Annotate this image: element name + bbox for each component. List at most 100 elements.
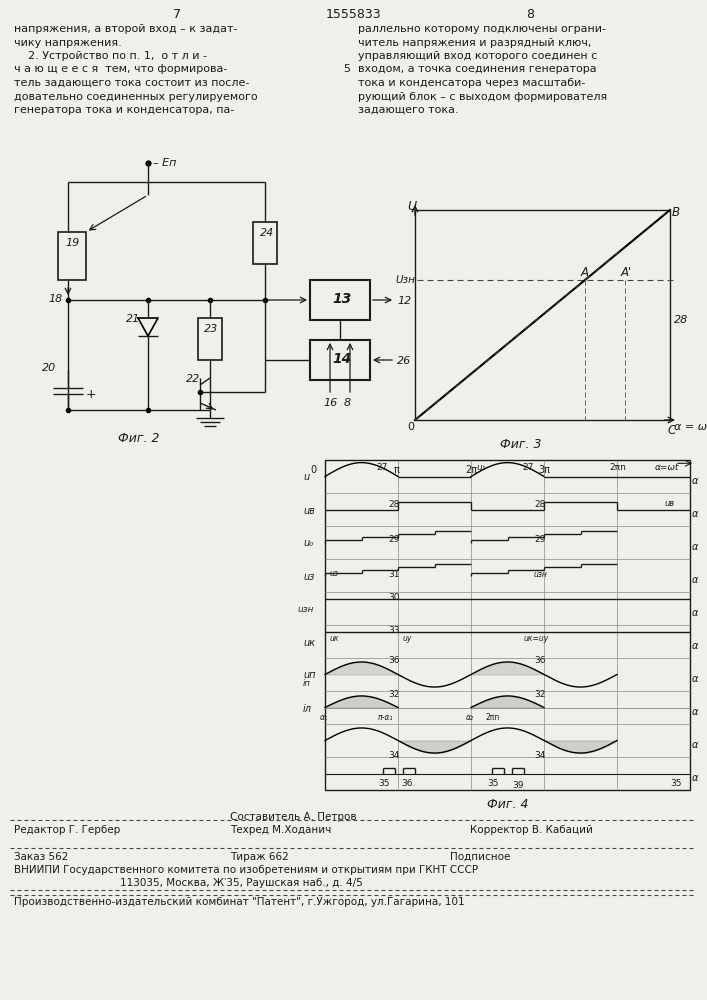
Text: 29: 29 — [534, 535, 545, 544]
Text: C: C — [668, 424, 677, 437]
Text: 33: 33 — [388, 626, 399, 635]
Text: uп: uп — [303, 670, 315, 680]
Text: 35: 35 — [378, 780, 390, 788]
Text: α: α — [692, 740, 699, 750]
Text: Корректор В. Кабаций: Корректор В. Кабаций — [470, 825, 593, 835]
Text: Фиг. 4: Фиг. 4 — [487, 798, 529, 811]
Text: Техред М.Ходанич: Техред М.Ходанич — [230, 825, 332, 835]
Text: читель напряжения и разрядный ключ,: читель напряжения и разрядный ключ, — [358, 37, 591, 47]
Text: 22: 22 — [186, 374, 200, 384]
Text: 28: 28 — [388, 500, 399, 509]
Text: довательно соединенных регулируемого: довательно соединенных регулируемого — [14, 92, 257, 102]
Text: раллельно которому подключены ограни-: раллельно которому подключены ограни- — [358, 24, 606, 34]
Bar — [58, 232, 86, 280]
Text: π: π — [394, 465, 400, 475]
Text: uзн: uзн — [297, 604, 313, 613]
Text: 26: 26 — [397, 356, 411, 366]
Bar — [198, 318, 222, 360]
Bar — [310, 340, 370, 380]
Text: 31: 31 — [388, 570, 399, 579]
Text: 24: 24 — [260, 228, 274, 238]
Text: α: α — [692, 707, 699, 717]
Text: u₀: u₀ — [303, 538, 313, 548]
Text: 1555833: 1555833 — [325, 8, 381, 21]
Text: ч а ю щ е е с я  тем, что формирова-: ч а ю щ е е с я тем, что формирова- — [14, 64, 228, 75]
Text: 16: 16 — [323, 398, 337, 408]
Text: U: U — [407, 200, 416, 213]
Text: A: A — [581, 266, 589, 279]
Text: 36: 36 — [388, 656, 399, 665]
Text: 28: 28 — [674, 315, 688, 325]
Text: 32: 32 — [534, 690, 545, 699]
Bar — [310, 280, 370, 320]
Text: 35: 35 — [670, 780, 682, 788]
Text: A': A' — [621, 266, 632, 279]
Text: +: + — [86, 388, 97, 401]
Text: Составитель А. Петров: Составитель А. Петров — [230, 812, 356, 822]
Text: uк: uк — [330, 634, 339, 643]
Text: 35: 35 — [487, 780, 498, 788]
Text: тока и конденсатора через масштаби-: тока и конденсатора через масштаби- — [358, 78, 585, 88]
Text: uв: uв — [665, 499, 675, 508]
Text: 8: 8 — [526, 8, 534, 21]
Text: uз: uз — [330, 569, 339, 578]
Text: iл: iл — [303, 704, 312, 714]
Text: α: α — [692, 509, 699, 519]
Text: ВНИИПИ Государственного комитета по изобретениям и открытиям при ГКНТ СССР: ВНИИПИ Государственного комитета по изоб… — [14, 865, 478, 875]
Text: B: B — [672, 206, 680, 219]
Text: Подписное: Подписное — [450, 852, 510, 862]
Text: 30: 30 — [388, 593, 399, 602]
Text: Тираж 662: Тираж 662 — [230, 852, 288, 862]
Text: Uзн: Uзн — [395, 275, 415, 285]
Text: входом, а точка соединения генератора: входом, а точка соединения генератора — [358, 64, 597, 75]
Text: чику напряжения.: чику напряжения. — [14, 37, 122, 47]
Text: 2. Устройство по п. 1,  о т л и -: 2. Устройство по п. 1, о т л и - — [14, 51, 207, 61]
Text: 0: 0 — [310, 465, 316, 475]
Text: 2π: 2π — [465, 465, 477, 475]
Text: uк: uк — [303, 638, 315, 648]
Text: 39: 39 — [512, 782, 523, 790]
Text: 27: 27 — [522, 463, 533, 472]
Text: iп: iп — [303, 678, 311, 688]
Text: 23: 23 — [204, 324, 218, 334]
Text: 27: 27 — [376, 463, 387, 472]
Text: Заказ 562: Заказ 562 — [14, 852, 69, 862]
Text: uв: uв — [303, 506, 315, 516]
Text: Редактор Г. Гербер: Редактор Г. Гербер — [14, 825, 120, 835]
Text: α: α — [692, 641, 699, 651]
Text: 12: 12 — [397, 296, 411, 306]
Text: 34: 34 — [534, 751, 545, 760]
Bar — [325, 460, 690, 790]
Text: 36: 36 — [401, 780, 412, 788]
Text: 19: 19 — [65, 238, 79, 248]
Text: 113035, Москва, Ж‵35, Раушская наб., д. 4/5: 113035, Москва, Ж‵35, Раушская наб., д. … — [120, 878, 363, 888]
Text: 20: 20 — [42, 363, 57, 373]
Text: α: α — [692, 575, 699, 585]
Text: uз: uз — [303, 572, 314, 582]
Text: 2πn: 2πn — [609, 463, 626, 472]
Text: 2πn: 2πn — [486, 714, 501, 722]
Text: 13: 13 — [332, 292, 351, 306]
Text: напряжения, а второй вход – к задат-: напряжения, а второй вход – к задат- — [14, 24, 238, 34]
Text: задающего тока.: задающего тока. — [358, 105, 459, 115]
Bar — [253, 222, 277, 264]
Text: 14: 14 — [332, 352, 351, 366]
Text: uк=uу: uк=uу — [524, 634, 549, 643]
Text: uзн: uзн — [534, 570, 548, 579]
Text: α = ωt: α = ωt — [674, 422, 707, 432]
Text: тель задающего тока состоит из после-: тель задающего тока состоит из после- — [14, 78, 250, 88]
Text: α: α — [692, 542, 699, 552]
Text: Фиг. 2: Фиг. 2 — [118, 432, 160, 445]
Text: 36: 36 — [534, 656, 546, 665]
Text: 8: 8 — [344, 398, 351, 408]
Text: 5: 5 — [343, 64, 350, 75]
Text: α: α — [692, 608, 699, 618]
Text: α: α — [692, 773, 699, 783]
Text: α=ωt: α=ωt — [655, 463, 679, 472]
Text: α₁: α₁ — [320, 714, 328, 722]
Text: 7: 7 — [173, 8, 181, 21]
Text: uу: uу — [403, 634, 412, 643]
Text: 34: 34 — [388, 751, 399, 760]
Text: 3π: 3π — [538, 465, 550, 475]
Text: управляющий вход которого соединен с: управляющий вход которого соединен с — [358, 51, 597, 61]
